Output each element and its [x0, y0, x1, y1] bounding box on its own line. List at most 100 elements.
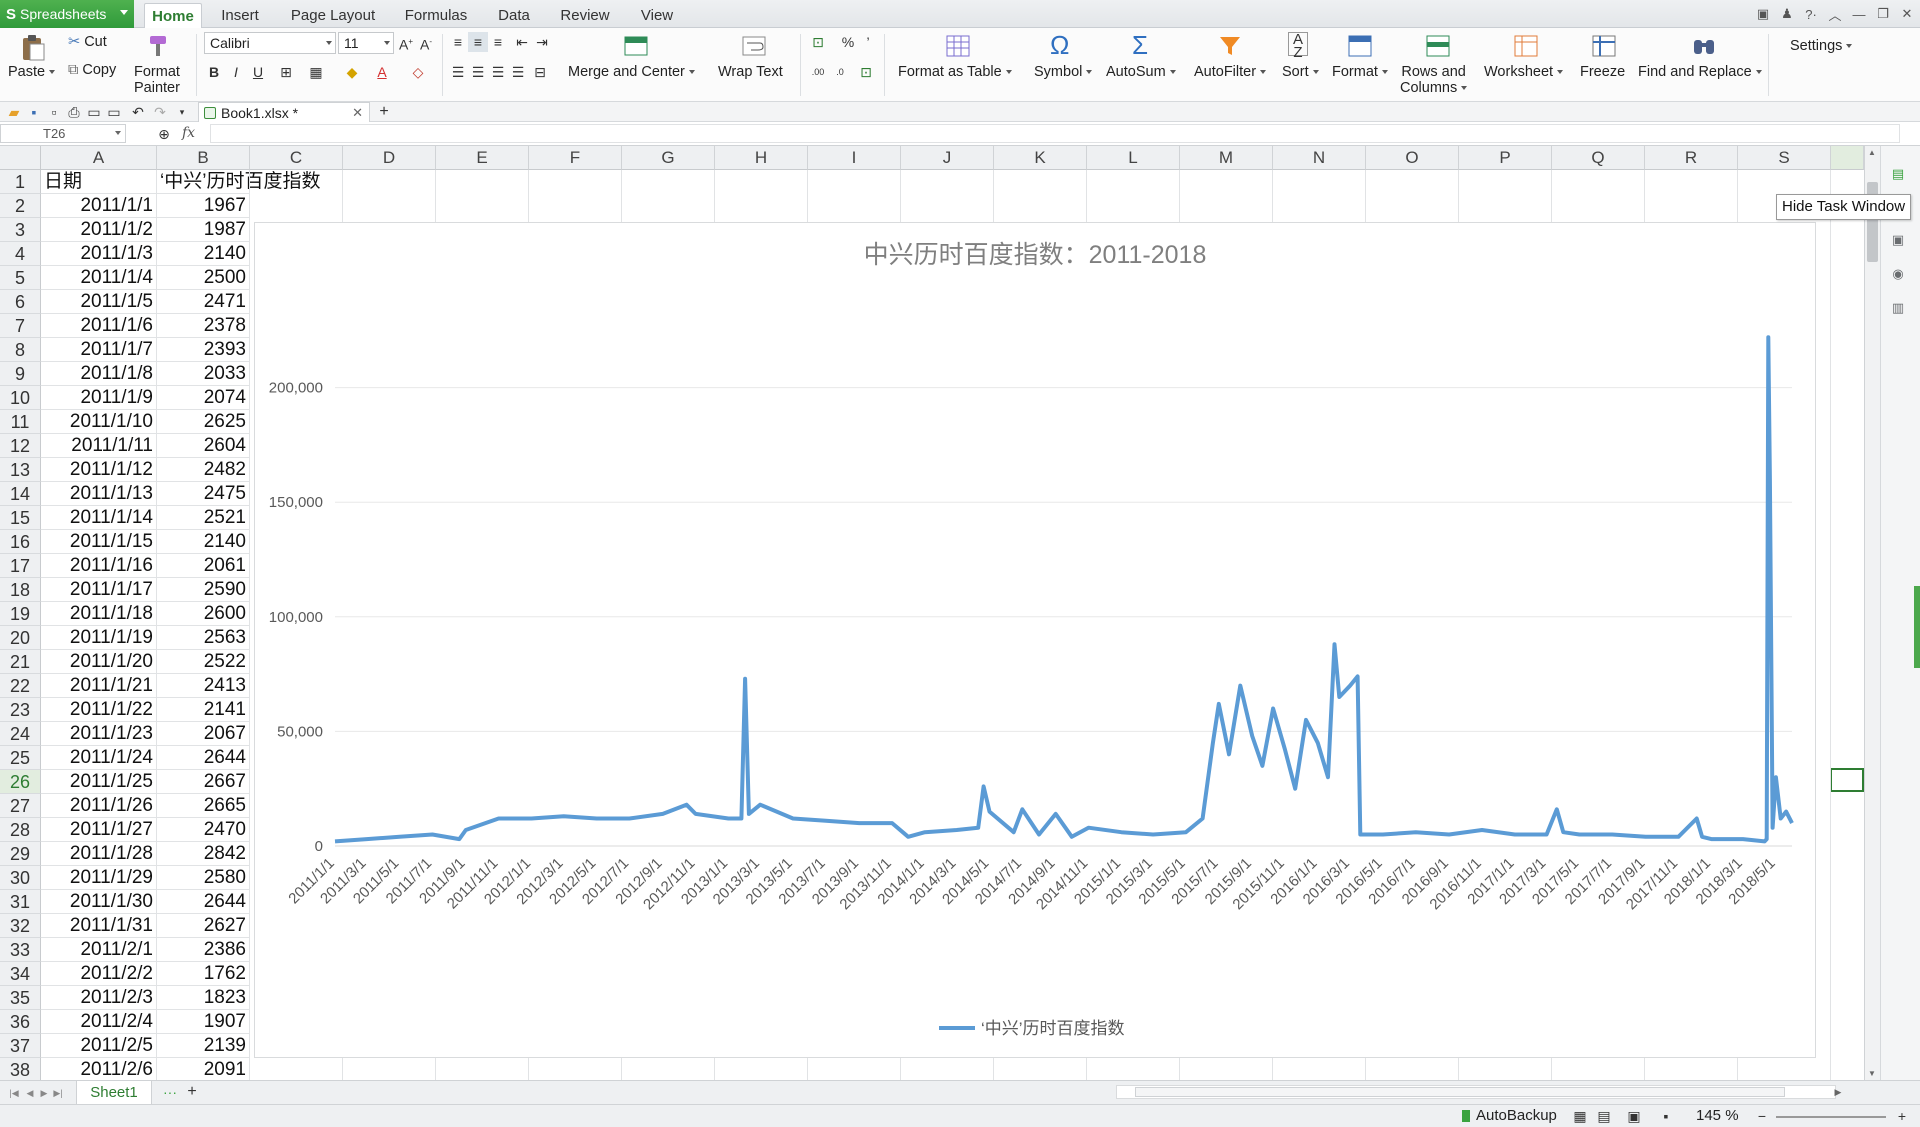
row-header-7[interactable]: 7 — [0, 314, 41, 338]
row-header-20[interactable]: 20 — [0, 626, 41, 650]
cell-date[interactable]: 2011/1/31 — [41, 914, 157, 938]
cell-date[interactable]: 2011/1/19 — [41, 626, 157, 650]
add-sheet-icon[interactable]: + — [187, 1083, 197, 1100]
autobackup-label[interactable]: AutoBackup — [1476, 1107, 1557, 1124]
save-icon[interactable]: ▪ — [31, 104, 37, 120]
series-line[interactable] — [334, 335, 1794, 844]
customize-qat-icon[interactable]: ▾ — [179, 107, 185, 117]
format-as-table-icon[interactable] — [946, 34, 970, 58]
cell-date[interactable]: 2011/1/23 — [41, 722, 157, 746]
new-tab-icon[interactable]: + — [379, 103, 389, 120]
cell-date[interactable]: 2011/1/14 — [41, 506, 157, 530]
normal-view-icon[interactable]: ▦ — [1573, 1108, 1587, 1124]
cell-index-value[interactable]: 2580 — [157, 866, 250, 890]
decrease-font-icon[interactable]: A- — [419, 36, 432, 53]
wrap-text-icon[interactable] — [742, 34, 766, 58]
properties-icon[interactable]: ▣ — [1891, 232, 1905, 247]
cell-index-value[interactable]: 2563 — [157, 626, 250, 650]
font-name-select[interactable]: Calibri — [204, 32, 336, 54]
row-header-9[interactable]: 9 — [0, 362, 41, 386]
merge-center-icon[interactable] — [624, 34, 648, 58]
row-header-31[interactable]: 31 — [0, 890, 41, 914]
page-break-view-icon[interactable]: ▤ — [1597, 1108, 1611, 1124]
shirt-icon[interactable]: ♟ — [1781, 6, 1793, 21]
cell-date[interactable]: 2011/1/26 — [41, 794, 157, 818]
clear-format-icon[interactable]: ◇ — [412, 64, 424, 80]
percent-button[interactable]: % — [841, 34, 855, 50]
column-header-t[interactable] — [1831, 146, 1864, 170]
cell-index-value[interactable]: 1987 — [157, 218, 250, 242]
zoom-level[interactable]: 145 % — [1696, 1107, 1739, 1124]
cell-index-value[interactable]: 2067 — [157, 722, 250, 746]
cell-index-value[interactable]: 2413 — [157, 674, 250, 698]
sigma-icon[interactable]: Σ — [1132, 30, 1149, 60]
row-header-34[interactable]: 34 — [0, 962, 41, 986]
merge-cells-icon[interactable]: ▦ — [309, 64, 323, 80]
cell-date[interactable]: 2011/2/1 — [41, 938, 157, 962]
borders-icon[interactable]: ⊞ — [280, 64, 292, 80]
worksheet-icon[interactable] — [1514, 34, 1538, 58]
column-header-k[interactable]: K — [994, 146, 1087, 170]
cell-date[interactable]: 2011/2/6 — [41, 1058, 157, 1080]
cell-date[interactable]: 2011/1/25 — [41, 770, 157, 794]
scroll-right-icon[interactable]: ▶ — [1834, 1087, 1842, 1097]
cell-date[interactable]: 2011/1/8 — [41, 362, 157, 386]
cell-date[interactable]: 2011/1/9 — [41, 386, 157, 410]
scroll-thumb[interactable] — [1867, 182, 1878, 262]
cell-date[interactable]: 2011/1/16 — [41, 554, 157, 578]
undo-icon[interactable]: ↶ — [132, 104, 144, 120]
save-as-icon[interactable]: ▫ — [51, 104, 57, 120]
row-header-13[interactable]: 13 — [0, 458, 41, 482]
cell-index-value[interactable]: 2139 — [157, 1034, 250, 1058]
help-icon[interactable]: ?· — [1805, 6, 1817, 22]
column-header-o[interactable]: O — [1366, 146, 1459, 170]
format-painter-icon[interactable] — [146, 34, 170, 58]
column-header-g[interactable]: G — [622, 146, 715, 170]
autofilter-button[interactable]: AutoFilter — [1194, 64, 1266, 80]
indent-increase-icon[interactable]: ⇥ — [536, 34, 548, 50]
binoculars-icon[interactable] — [1692, 34, 1716, 58]
column-header-m[interactable]: M — [1180, 146, 1273, 170]
row-header-12[interactable]: 12 — [0, 434, 41, 458]
cell-index-value[interactable]: 2521 — [157, 506, 250, 530]
cell-index-value[interactable]: 2074 — [157, 386, 250, 410]
cell-index-value[interactable]: 2033 — [157, 362, 250, 386]
side-panel-handle[interactable] — [1914, 586, 1920, 668]
distributed-icon[interactable]: ⊟ — [534, 64, 546, 80]
row-header-35[interactable]: 35 — [0, 986, 41, 1010]
cell-date[interactable]: 2011/1/10 — [41, 410, 157, 434]
row-header-10[interactable]: 10 — [0, 386, 41, 410]
column-header-e[interactable]: E — [436, 146, 529, 170]
document-tab[interactable]: Book1.xlsx * ✕ — [198, 102, 370, 123]
cell-index-value[interactable]: 2590 — [157, 578, 250, 602]
cell-date[interactable]: 2011/1/20 — [41, 650, 157, 674]
app-menu-button[interactable]: S Spreadsheets — [0, 0, 134, 28]
row-header-21[interactable]: 21 — [0, 650, 41, 674]
increase-decimal-icon[interactable]: .00 — [811, 67, 825, 77]
row-header-38[interactable]: 38 — [0, 1058, 41, 1080]
cell-date[interactable]: 2011/1/12 — [41, 458, 157, 482]
cell-date[interactable]: 2011/1/4 — [41, 266, 157, 290]
tab-insert[interactable]: Insert — [221, 7, 259, 24]
cell-date[interactable]: 2011/2/5 — [41, 1034, 157, 1058]
row-header-11[interactable]: 11 — [0, 410, 41, 434]
reading-view-icon[interactable]: ▪ — [1663, 1108, 1669, 1124]
cell-date[interactable]: 2011/1/13 — [41, 482, 157, 506]
cell-date[interactable]: 2011/2/3 — [41, 986, 157, 1010]
row-header-18[interactable]: 18 — [0, 578, 41, 602]
align-center-icon[interactable]: ☰ — [471, 64, 485, 80]
worksheet-button[interactable]: Worksheet — [1484, 64, 1563, 80]
cell-date[interactable]: 2011/1/24 — [41, 746, 157, 770]
cell-b1[interactable]: ‘中兴’历时百度指数 — [157, 170, 320, 194]
cell-index-value[interactable]: 2644 — [157, 746, 250, 770]
column-header-q[interactable]: Q — [1552, 146, 1645, 170]
align-bottom-icon[interactable]: ≡ — [493, 34, 503, 50]
row-header-1[interactable]: 1 — [0, 170, 41, 194]
column-header-n[interactable]: N — [1273, 146, 1366, 170]
filter-icon[interactable] — [1218, 34, 1242, 58]
prev-sheet-icon[interactable]: ◀ — [26, 1088, 34, 1098]
cell-date[interactable]: 2011/1/1 — [41, 194, 157, 218]
autosum-button[interactable]: AutoSum — [1106, 64, 1176, 80]
format-button[interactable]: Format — [1332, 64, 1388, 80]
row-header-22[interactable]: 22 — [0, 674, 41, 698]
